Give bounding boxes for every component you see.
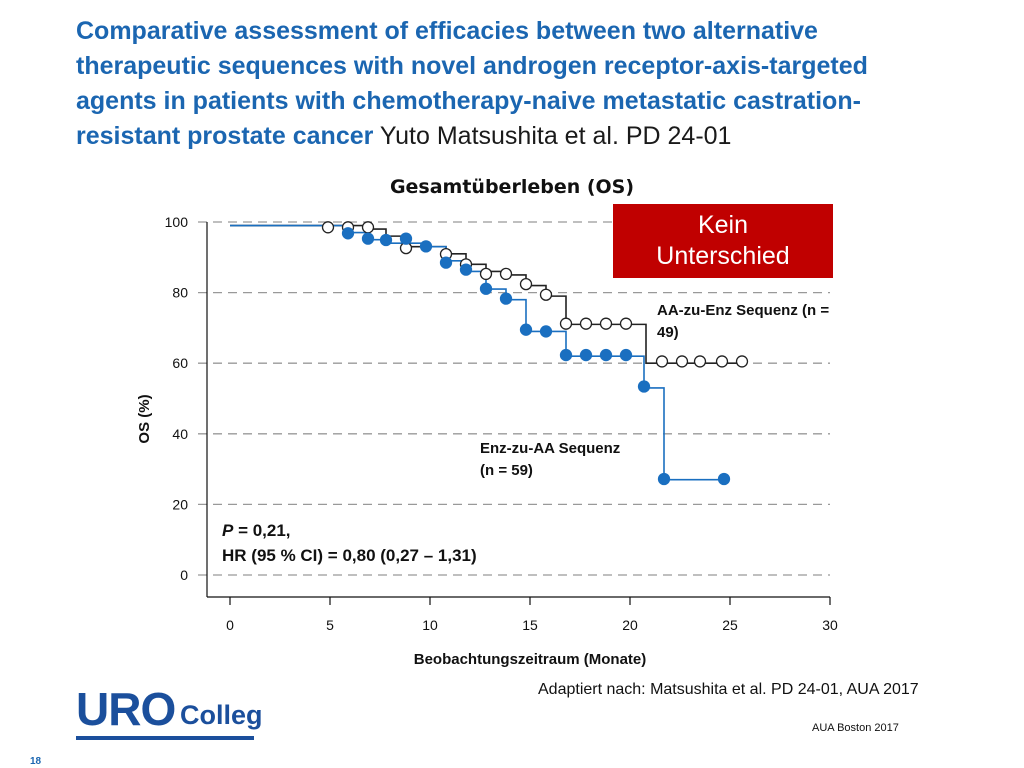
censor-mark-enz-10	[539, 325, 553, 338]
y-tick-label-0: 0	[180, 567, 188, 583]
censor-mark-enz-15	[637, 380, 651, 393]
x-tick-label-10: 10	[422, 617, 438, 633]
x-tick-label-5: 5	[326, 617, 334, 633]
censor-mark-aa-15	[675, 355, 689, 368]
y-tick-label-80: 80	[172, 285, 188, 301]
p-value-line: P = 0,21,	[222, 518, 477, 543]
conference-label: AUA Boston 2017	[812, 722, 899, 734]
censor-mark-enz-7	[479, 282, 493, 295]
series-layer	[230, 221, 749, 486]
censor-mark-enz-5	[439, 256, 453, 269]
censor-mark-enz-2	[379, 233, 393, 247]
statistics-box: P = 0,21, HR (95 % CI) = 0,80 (0,27 – 1,…	[222, 518, 477, 568]
x-tick-label-20: 20	[622, 617, 638, 633]
x-tick-label-25: 25	[722, 617, 738, 633]
p-letter: P	[222, 521, 234, 540]
x-tick-label-0: 0	[226, 617, 234, 633]
page-number: 18	[30, 756, 42, 767]
x-axis-label: Beobachtungszeitraum (Monate)	[414, 651, 647, 668]
hazard-ratio: HR (95 % CI) = 0,80 (0,27 – 1,31)	[222, 546, 477, 565]
logo-underline	[76, 736, 254, 740]
censor-mark-aa-6	[479, 267, 493, 281]
x-tick-label-30: 30	[822, 617, 838, 633]
legend-enz-line-1: Enz-zu-AA Sequenz	[480, 440, 621, 457]
axis-layer: 0 20 40 60 80 100 0 5 10 15 20 25 30	[165, 214, 838, 633]
censor-mark-enz-1	[361, 232, 375, 245]
logo-colleg: Colleg	[180, 700, 263, 730]
censor-mark-enz-8	[499, 292, 513, 305]
censor-mark-enz-14	[619, 348, 633, 362]
censor-mark-aa-10	[559, 317, 573, 330]
p-value: = 0,21,	[233, 521, 291, 540]
y-tick-label-20: 20	[172, 496, 188, 512]
legend-aa-to-enz: AA-zu-Enz Sequenz (n = 49)	[657, 302, 830, 341]
title-author-ref: Yuto Matsushita et al. PD 24-01	[379, 122, 732, 150]
censor-mark-aa-13	[619, 317, 633, 330]
censor-mark-enz-9	[519, 323, 533, 336]
title-main: Comparative assessment of efficacies bet…	[76, 17, 868, 150]
censor-mark-aa-16	[693, 355, 707, 368]
y-tick-label-60: 60	[172, 355, 188, 371]
censor-mark-enz-17	[717, 472, 731, 486]
censor-mark-aa-17	[715, 355, 729, 368]
censor-mark-enz-4	[419, 240, 433, 253]
source-citation: Adaptiert nach: Matsushita et al. PD 24-…	[538, 681, 919, 698]
legend-enz-line-2: (n = 59)	[480, 462, 533, 479]
censor-mark-aa-2	[361, 221, 375, 234]
censor-mark-aa-7	[499, 267, 513, 281]
censor-mark-aa-12	[599, 317, 613, 330]
badge-line-1: Kein	[697, 211, 749, 239]
censor-mark-aa-0	[321, 221, 335, 234]
urocolleg-logo: URO Colleg	[76, 683, 263, 744]
censor-mark-enz-0	[341, 227, 355, 240]
logo-uro: URO	[76, 683, 176, 735]
censor-mark-enz-13	[599, 348, 613, 362]
censor-mark-enz-16	[657, 472, 671, 486]
y-tick-label-100: 100	[165, 214, 189, 230]
censor-mark-aa-14	[655, 355, 669, 368]
x-tick-label-15: 15	[522, 617, 538, 633]
censor-mark-aa-18	[735, 355, 749, 368]
no-difference-badge: Kein Unterschied	[613, 204, 833, 278]
legend-enz-to-aa: Enz-zu-AA Sequenz (n = 59)	[480, 438, 650, 482]
badge-line-2: Unterschied	[656, 242, 790, 270]
censor-mark-aa-9	[539, 288, 553, 301]
chart-title: Gesamtüberleben (OS)	[390, 176, 634, 198]
censor-mark-enz-6	[459, 263, 473, 276]
censor-mark-enz-3	[399, 232, 413, 245]
censor-mark-enz-12	[579, 348, 593, 362]
y-tick-label-40: 40	[172, 426, 188, 442]
censor-mark-enz-11	[559, 348, 573, 362]
censor-mark-aa-11	[579, 317, 593, 330]
y-axis-label: OS (%)	[136, 394, 153, 443]
slide-title: Comparative assessment of efficacies bet…	[76, 14, 896, 154]
censor-mark-aa-8	[519, 277, 533, 291]
